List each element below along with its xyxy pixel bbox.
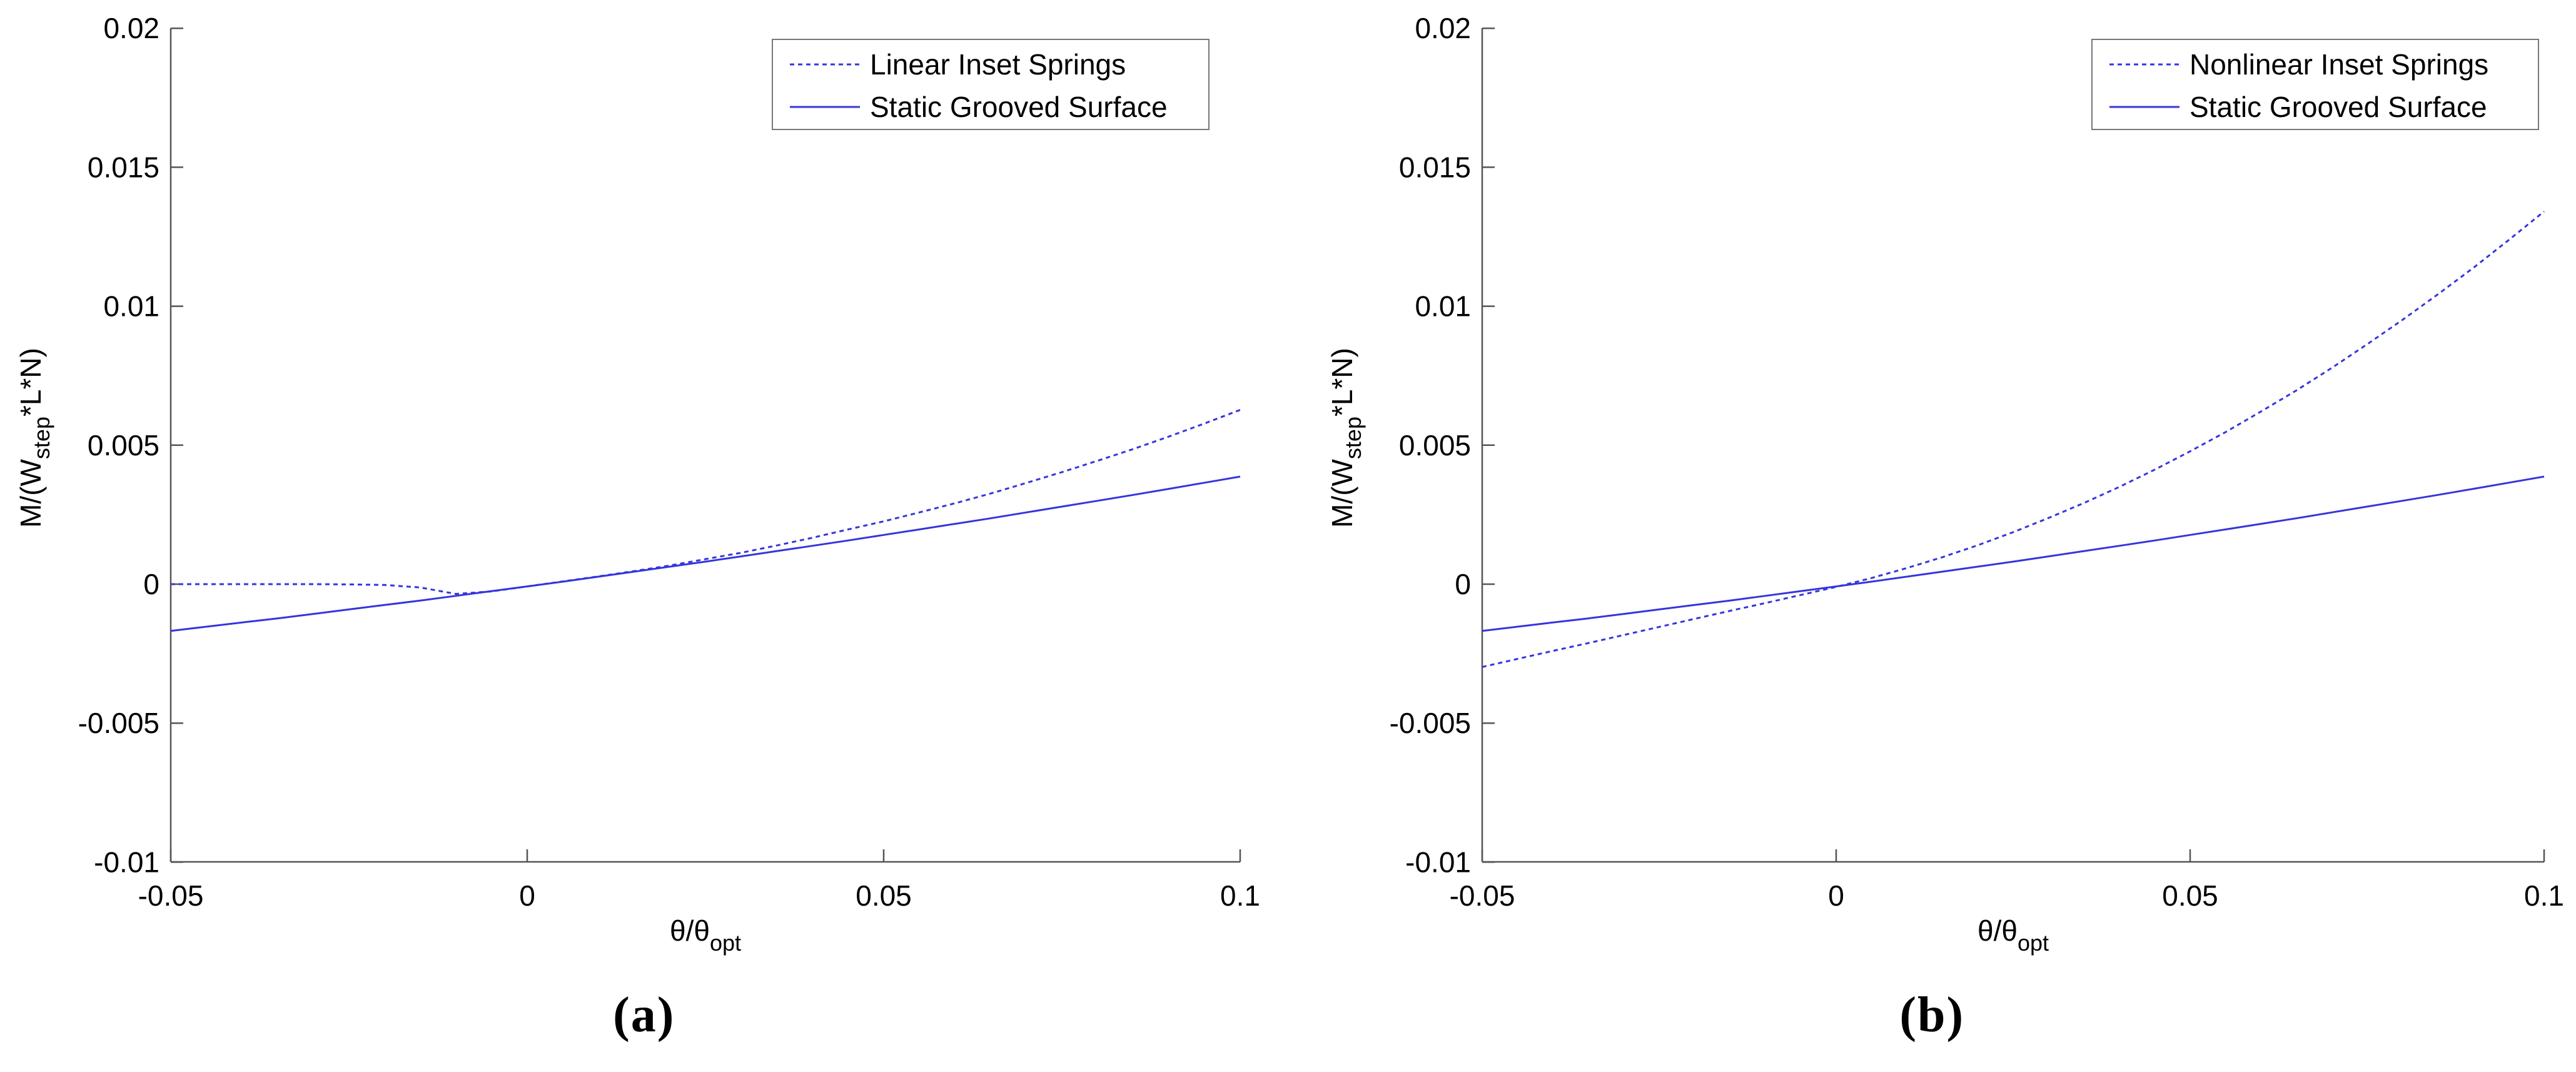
y-tick-label: 0.02 bbox=[103, 12, 159, 44]
caption-a: (a) bbox=[613, 988, 675, 1043]
y-axis-label: M/(Wstep*L*N) bbox=[14, 348, 54, 528]
y-tick-label: 0 bbox=[1455, 568, 1471, 600]
y-tick-label: -0.01 bbox=[1405, 846, 1471, 878]
caption-b: (b) bbox=[1899, 988, 1965, 1043]
y-tick-label: 0.015 bbox=[88, 151, 159, 183]
y-tick-label: 0.005 bbox=[88, 429, 159, 462]
x-tick-label: 0.1 bbox=[1220, 879, 1260, 912]
curve-static-grooved-surface bbox=[170, 475, 1241, 632]
y-tick-label: 0.01 bbox=[1415, 290, 1471, 323]
plot-panel-a: -0.01 -0.005 0 0.005 0.01 0.015 0.02 -0.05 0 0.05… bbox=[14, 12, 1260, 956]
caption-row: (a) (b) bbox=[0, 976, 2576, 1072]
y-tick-label: 0.02 bbox=[1415, 12, 1471, 44]
plot-panel-b: -0.01 -0.005 0 0.005 0.01 0.015 0.02 -0.05 0 0.05… bbox=[1326, 12, 2564, 956]
x-tick-label: -0.05 bbox=[138, 879, 204, 912]
y-axis-label: M/(Wstep*L*N) bbox=[1326, 348, 1366, 528]
y-tick-label: 0.015 bbox=[1399, 151, 1471, 183]
legend-label-linear-inset-springs: Linear Inset Springs bbox=[870, 48, 1126, 81]
x-tick-label: 0.05 bbox=[856, 879, 912, 912]
curve-linear-inset-springs bbox=[171, 408, 1241, 595]
legend-label-static-grooved-surface: Static Grooved Surface bbox=[870, 91, 1168, 123]
curve-nonlinear-inset-springs bbox=[1482, 210, 2545, 668]
x-tick-label: -0.05 bbox=[1450, 879, 1515, 912]
legend-box bbox=[772, 39, 1210, 130]
legend-label-static-grooved-surface: Static Grooved Surface bbox=[2190, 91, 2487, 123]
x-axis-label: θ/θopt bbox=[1977, 914, 2049, 956]
x-tick-label: 0 bbox=[1828, 879, 1844, 912]
x-tick-label: 0.05 bbox=[2162, 879, 2218, 912]
curve-static-grooved-surface bbox=[1482, 475, 2545, 632]
legend-label-nonlinear-inset-springs: Nonlinear Inset Springs bbox=[2190, 48, 2488, 81]
y-tick-label: 0.01 bbox=[103, 290, 159, 323]
y-tick-label: -0.005 bbox=[78, 707, 159, 739]
x-axis-label: θ/θopt bbox=[670, 914, 741, 956]
y-tick-label: 0 bbox=[143, 568, 159, 600]
x-tick-label: 0.1 bbox=[2524, 879, 2564, 912]
y-tick-label: -0.005 bbox=[1390, 707, 1471, 739]
y-tick-label: -0.01 bbox=[94, 846, 159, 878]
x-tick-label: 0 bbox=[519, 879, 535, 912]
legend-box bbox=[2091, 39, 2539, 130]
y-tick-label: 0.005 bbox=[1399, 429, 1471, 462]
